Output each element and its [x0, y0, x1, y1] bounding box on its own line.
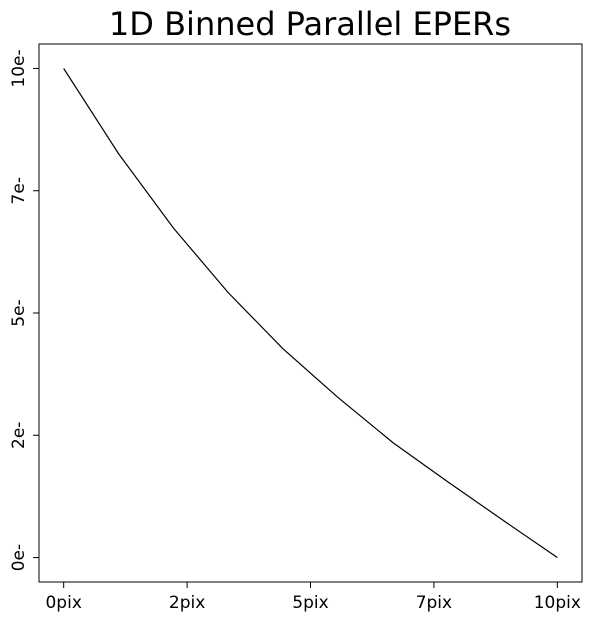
x-tick-label: 7pix [416, 593, 452, 613]
x-axis: 0pix 2pix 5pix 7pix 10pix [45, 582, 581, 613]
y-tick-label: 5e- [9, 299, 29, 326]
series-line-0 [63, 68, 558, 558]
y-tick-label: 7e- [9, 177, 29, 204]
x-tick-label: 2pix [169, 593, 205, 613]
y-tick-label: 2e- [9, 422, 29, 449]
y-tick-label: 10e- [9, 49, 29, 87]
y-axis: 0e- 2e- 5e- 7e- 10e- [9, 49, 39, 571]
x-tick-label: 10pix [534, 593, 581, 613]
chart-title: 1D Binned Parallel EPERs [109, 5, 511, 43]
plot-area [38, 43, 583, 583]
x-tick-label: 0pix [45, 593, 81, 613]
x-tick-label: 5pix [292, 593, 328, 613]
y-tick-label: 0e- [9, 544, 29, 571]
series-layer [63, 68, 558, 558]
